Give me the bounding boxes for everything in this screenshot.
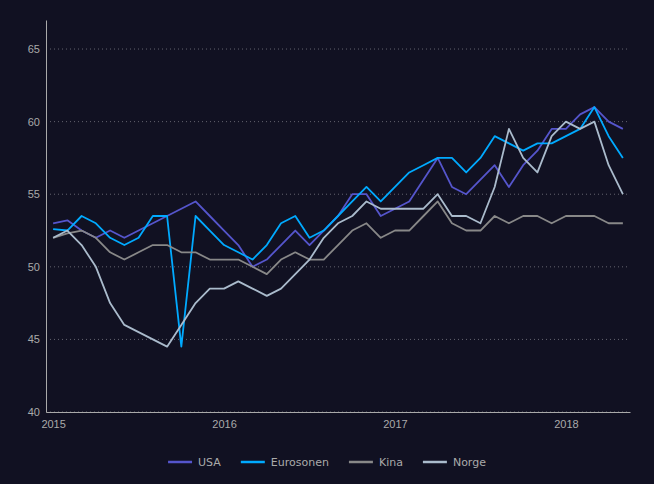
y-tick: 65 bbox=[28, 43, 46, 55]
legend-label: Eurosonen bbox=[271, 456, 329, 469]
legend-swatch bbox=[349, 461, 373, 464]
series-line bbox=[53, 107, 623, 267]
y-axis-line bbox=[46, 21, 47, 413]
y-tick: 40 bbox=[28, 406, 46, 418]
y-axis: 40 45 50 55 60 65 bbox=[28, 21, 47, 419]
legend-swatch bbox=[241, 461, 265, 464]
y-tick-label: 45 bbox=[28, 333, 40, 345]
y-tick-label: 40 bbox=[28, 406, 40, 418]
plot-area: 40 45 50 55 60 65 2015 2016 2017 2018 bbox=[28, 21, 631, 430]
legend-item: Norge bbox=[423, 456, 486, 469]
y-tick: 60 bbox=[28, 116, 46, 128]
grid-line bbox=[46, 339, 630, 340]
y-tick-label: 65 bbox=[28, 43, 40, 55]
x-tick-label: 2017 bbox=[383, 418, 407, 430]
legend-item: USA bbox=[168, 456, 221, 469]
y-tick-label: 60 bbox=[28, 116, 40, 128]
series-line bbox=[53, 122, 623, 347]
legend-label: Kina bbox=[379, 456, 403, 469]
grid-line bbox=[46, 412, 630, 413]
x-tick: 2016 bbox=[212, 412, 236, 430]
chart: 40 45 50 55 60 65 2015 2016 2017 2018 USA Eurosonen… bbox=[0, 0, 654, 484]
grid-line bbox=[46, 194, 630, 195]
legend: USA Eurosonen Kina Norge bbox=[168, 456, 486, 469]
y-tick-label: 55 bbox=[28, 188, 40, 200]
legend-swatch bbox=[168, 461, 192, 464]
grid-line bbox=[46, 121, 630, 122]
legend-swatch bbox=[423, 461, 447, 464]
x-tick: 2015 bbox=[41, 412, 65, 430]
legend-item: Kina bbox=[349, 456, 403, 469]
y-tick: 45 bbox=[28, 333, 46, 345]
legend-item: Eurosonen bbox=[241, 456, 329, 469]
x-tick-label: 2018 bbox=[554, 418, 578, 430]
lines bbox=[53, 107, 623, 347]
grid bbox=[46, 49, 630, 412]
x-tick-label: 2015 bbox=[41, 418, 65, 430]
y-tick: 50 bbox=[28, 261, 46, 273]
series-line bbox=[53, 201, 623, 274]
background bbox=[0, 0, 654, 484]
x-axis-line bbox=[47, 412, 631, 413]
grid-line bbox=[46, 49, 630, 50]
x-axis: 2015 2016 2017 2018 bbox=[41, 412, 630, 430]
legend-label: Norge bbox=[453, 456, 486, 469]
legend-label: USA bbox=[198, 456, 221, 469]
grid-line bbox=[46, 266, 630, 267]
y-tick-label: 50 bbox=[28, 261, 40, 273]
x-tick-label: 2016 bbox=[212, 418, 236, 430]
y-tick: 55 bbox=[28, 188, 46, 200]
x-tick: 2018 bbox=[554, 412, 578, 430]
x-tick: 2017 bbox=[383, 412, 407, 430]
series-line bbox=[53, 107, 623, 347]
